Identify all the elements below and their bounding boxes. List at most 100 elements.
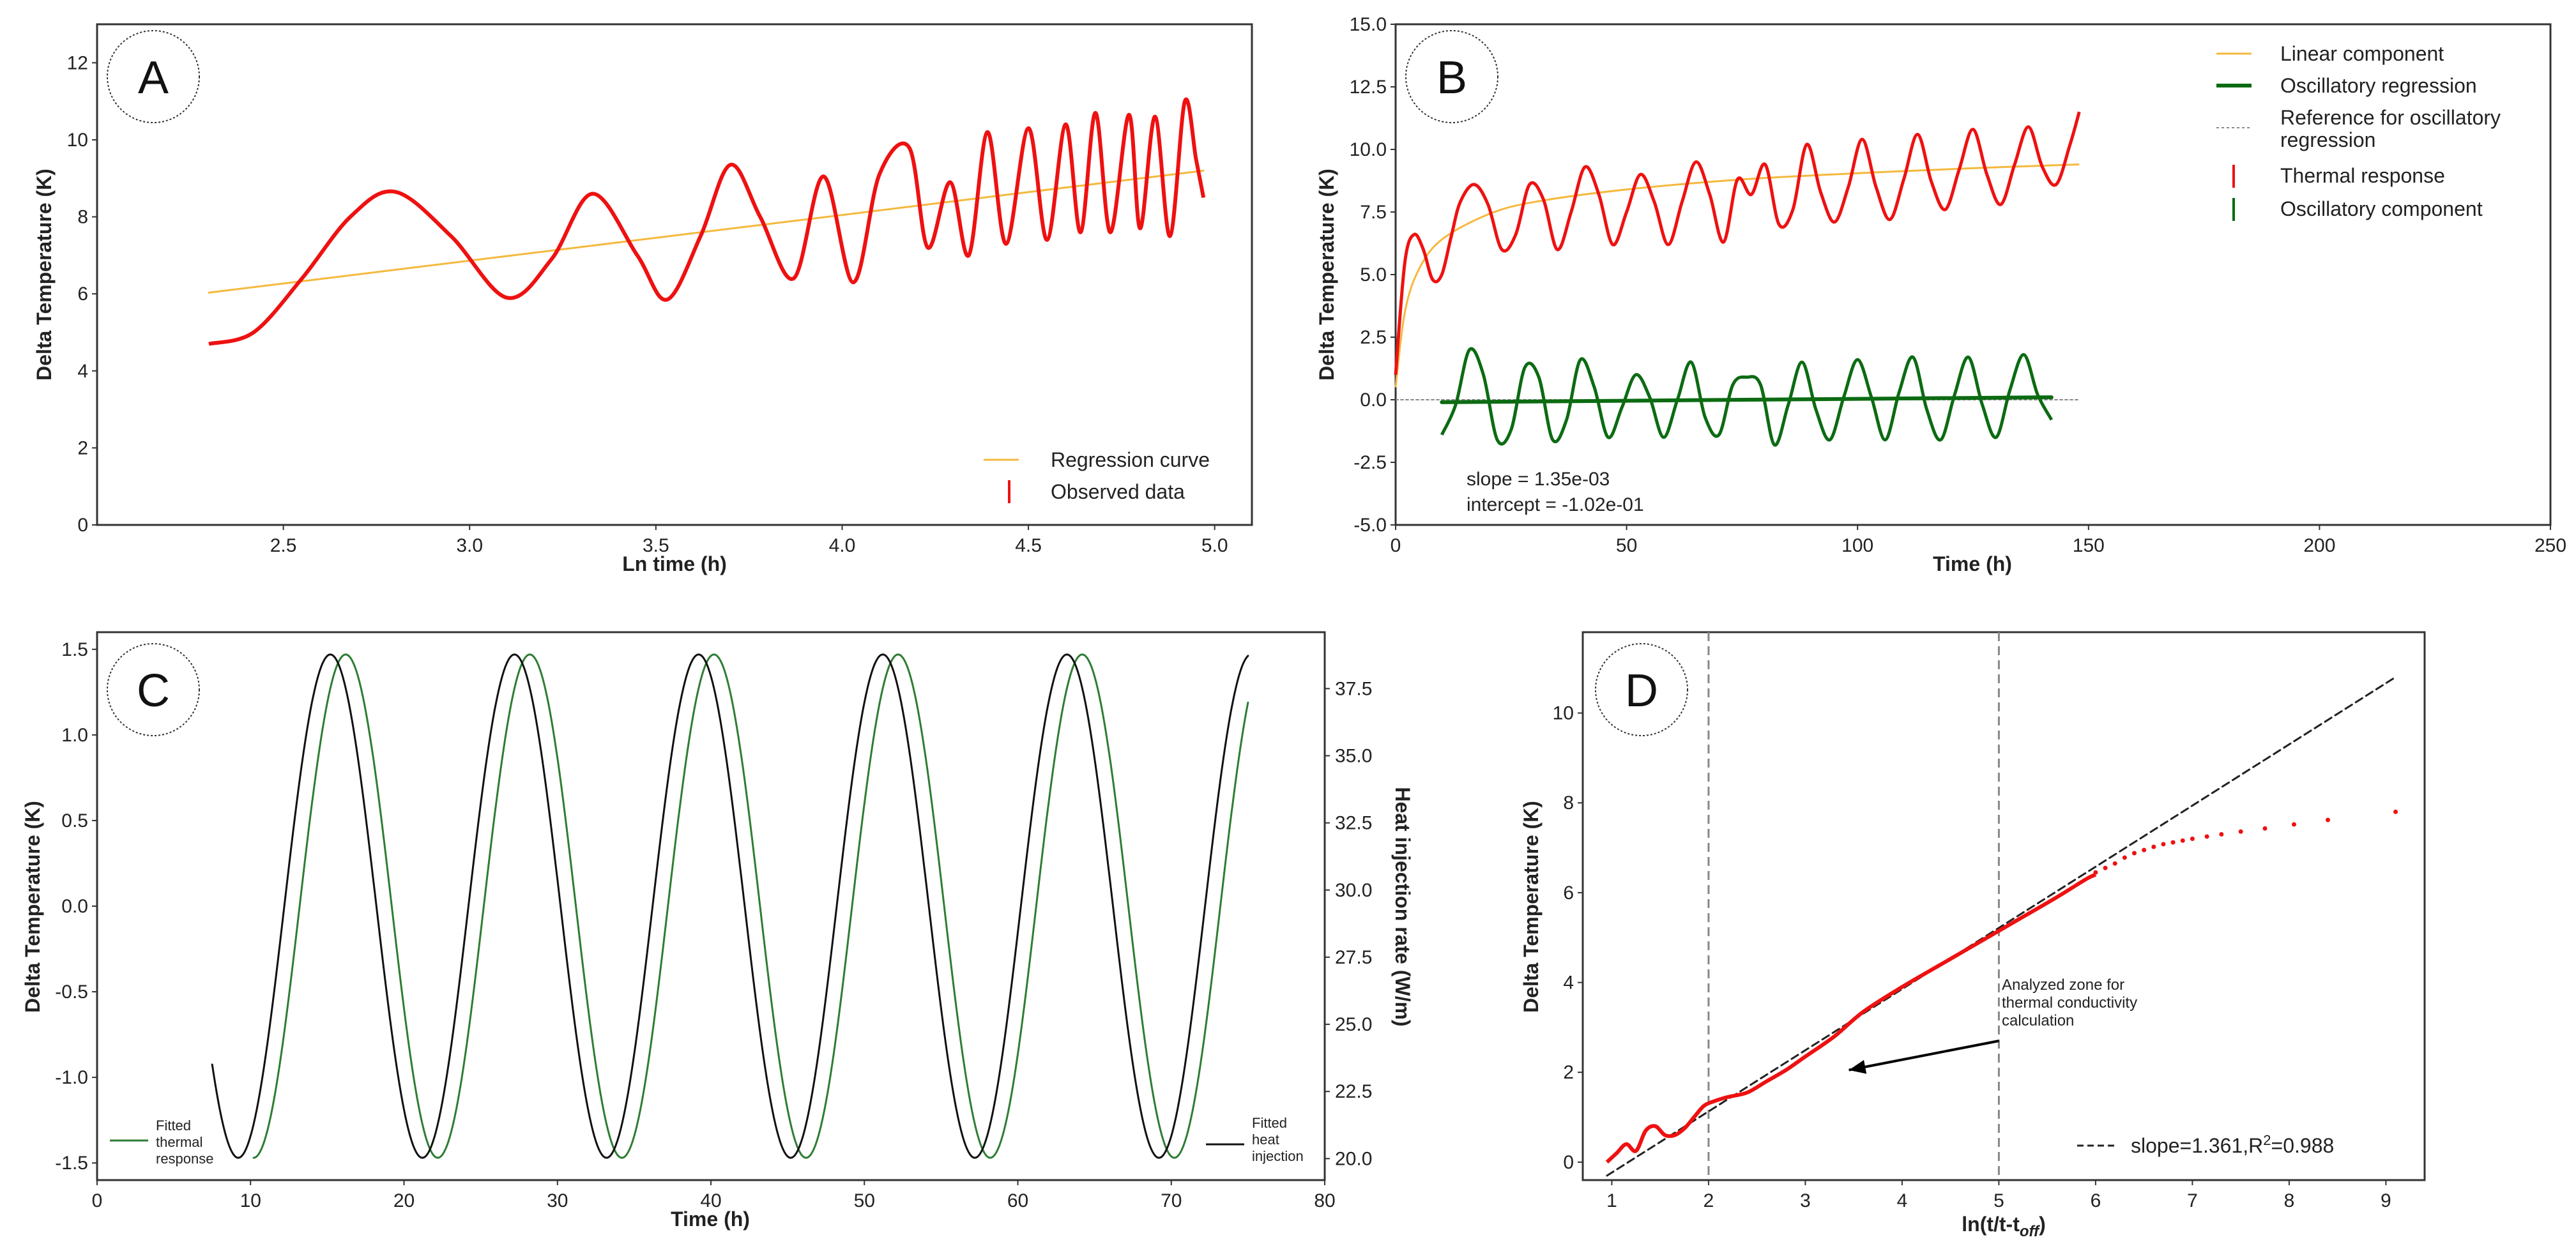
data-point: [2219, 831, 2224, 837]
y-tick-label-a: 2: [77, 437, 88, 458]
data-point: [2132, 851, 2137, 856]
panel-b: 0 50 100 150 200 250 -5.0 -2.5 0.0 2.5 5.0 7.5 10.0…: [1315, 14, 2566, 575]
panel-a: 2.5 3.0 3.5 4.0 4.5 5.0 0 2 4 6 8 10 12 Ln time (h)…: [33, 23, 1253, 575]
y-tick-label-b: 10.0: [1350, 139, 1387, 160]
y-tick-label-c: -1.0: [55, 1067, 88, 1088]
data-point: [2204, 834, 2209, 839]
legend-c-right: Fitted heat injection: [1206, 1115, 1304, 1164]
x-tick-label-b: 0: [1391, 535, 1401, 556]
data-point: [2161, 842, 2166, 847]
data-point: [2093, 870, 2098, 875]
x-tick-label-a: 5.0: [1201, 535, 1228, 556]
x-tick-label-d: 1: [1606, 1190, 1617, 1211]
oscillatory-regression-line: [1440, 395, 2054, 404]
y-tick-label-d: 6: [1563, 883, 1574, 904]
y-axis-label-b: Delta Temperature (K): [1315, 169, 1338, 381]
data-point: [2170, 840, 2176, 845]
data-point: [2142, 847, 2147, 853]
data-point: [2262, 826, 2267, 831]
annotation-analyzed-zone: Analyzed zone for thermal conductivity c…: [2002, 976, 2137, 1029]
data-line: [1605, 873, 2097, 1164]
y-tick-label-a: 4: [77, 361, 88, 382]
data-point: [2122, 855, 2127, 860]
y-tick-label-b: -5.0: [1353, 515, 1387, 536]
y-tick-label-d: 2: [1563, 1062, 1574, 1083]
x-tick-label-b: 50: [1616, 535, 1637, 556]
panel-badge-d: D: [1595, 643, 1688, 736]
annotation-arrowhead: [1848, 1059, 1867, 1074]
x-tick-label-c: 50: [854, 1190, 875, 1211]
plot-frame-c: [96, 631, 1326, 1181]
fit-line: [1606, 676, 2397, 1177]
thermal-response-line: [1394, 111, 2081, 375]
x-tick-label-c: 20: [393, 1190, 415, 1211]
annotation-intercept: intercept = -1.02e-01: [1467, 494, 1644, 515]
plot-frame-a: [96, 23, 1253, 526]
panel-d: 1 2 3 4 5 6 7 8 9 0 2 4 6 8 10 ln(t/t-toff) Delta Tem…: [1520, 631, 2426, 1240]
data-point: [2112, 861, 2117, 866]
observed-data-line: [208, 97, 1206, 346]
x-axis-label-d: ln(t/t-toff): [1962, 1213, 2045, 1240]
legend-label-observed-data: Observed data: [1051, 480, 1185, 503]
annotation-slope: slope = 1.35e-03: [1467, 469, 1610, 490]
y2-tick-label-c: 22.5: [1335, 1081, 1372, 1102]
data-point: [2180, 838, 2185, 843]
svg-text:D: D: [1625, 665, 1658, 716]
y-axis-label-d: Delta Temperature (K): [1520, 801, 1543, 1013]
y-tick-label-c: -1.5: [55, 1153, 88, 1174]
svg-text:Analyzed zone for: Analyzed zone for: [2002, 976, 2124, 994]
legend-label-thermal-response: Thermal response: [2280, 164, 2445, 187]
fitted-thermal-response-line: [252, 653, 1249, 1159]
panel-badge-a: A: [107, 30, 200, 123]
y-tick-label-b: 5.0: [1360, 264, 1387, 285]
y2-tick-label-c: 25.0: [1335, 1014, 1372, 1035]
y-tick-label-a: 12: [67, 52, 88, 73]
legend-label-regression-curve: Regression curve: [1051, 448, 1210, 471]
panel-badge-c: C: [107, 643, 200, 736]
legend-label-reference-2: regression: [2280, 128, 2375, 151]
x-tick-label-d: 7: [2187, 1190, 2198, 1211]
y-tick-label-a: 10: [67, 130, 88, 151]
data-point: [2326, 817, 2331, 822]
x-tick-label-d: 8: [2284, 1190, 2295, 1211]
panel-badge-b: B: [1405, 30, 1498, 123]
legend-label-fitted-thermal-response-2: thermal: [156, 1134, 202, 1150]
data-point: [2103, 865, 2108, 870]
legend-label-fit: slope=1.361,R2=0.988: [2131, 1132, 2334, 1157]
legend-b: Linear component Oscillatory regression …: [2216, 42, 2501, 221]
x-tick-label-d: 5: [1993, 1190, 2004, 1211]
y2-tick-label-c: 30.0: [1335, 880, 1372, 901]
x-tick-label-b: 100: [1841, 535, 1873, 556]
x-tick-label-c: 30: [547, 1190, 568, 1211]
legend-c-left: Fitted thermal response: [110, 1118, 214, 1167]
x-tick-label-c: 80: [1314, 1190, 1335, 1211]
y-tick-label-c: 1.5: [61, 639, 88, 660]
x-tick-label-c: 70: [1161, 1190, 1182, 1211]
y2-tick-label-c: 37.5: [1335, 678, 1372, 699]
y-tick-label-b: 0.0: [1360, 390, 1387, 411]
y-tick-label-b: 12.5: [1350, 77, 1387, 98]
y2-axis-label-c: Heat injection rate (W/m): [1391, 787, 1414, 1026]
svg-text:C: C: [137, 665, 170, 716]
x-tick-label-c: 0: [92, 1190, 103, 1211]
svg-text:B: B: [1437, 52, 1467, 103]
x-tick-label-d: 4: [1897, 1190, 1908, 1211]
x-tick-label-a: 4.0: [829, 535, 856, 556]
x-axis-label-b: Time (h): [1933, 552, 2012, 575]
legend-label-fitted-thermal-response-3: response: [156, 1151, 214, 1167]
x-tick-label-d: 2: [1703, 1190, 1714, 1211]
data-point: [2291, 822, 2296, 827]
x-tick-label-a: 4.5: [1015, 535, 1042, 556]
x-tick-label-c: 10: [240, 1190, 261, 1211]
panel-c: 0 10 20 30 40 50 60 70 80 -1.5 -1.0 -0.5 0.0 0.5 1.0 1…: [21, 631, 1414, 1231]
x-tick-label-b: 250: [2534, 535, 2566, 556]
y-tick-label-c: 1.0: [61, 725, 88, 746]
y-tick-label-d: 10: [1553, 703, 1574, 724]
legend-label-fitted-heat-injection: Fitted: [1252, 1115, 1287, 1131]
y2-tick-label-c: 20.0: [1335, 1148, 1372, 1169]
legend-label-reference: Reference for oscillatory: [2280, 106, 2501, 129]
x-axis-label-c: Time (h): [671, 1208, 750, 1231]
data-point: [2151, 844, 2156, 849]
y-tick-label-d: 4: [1563, 973, 1574, 994]
